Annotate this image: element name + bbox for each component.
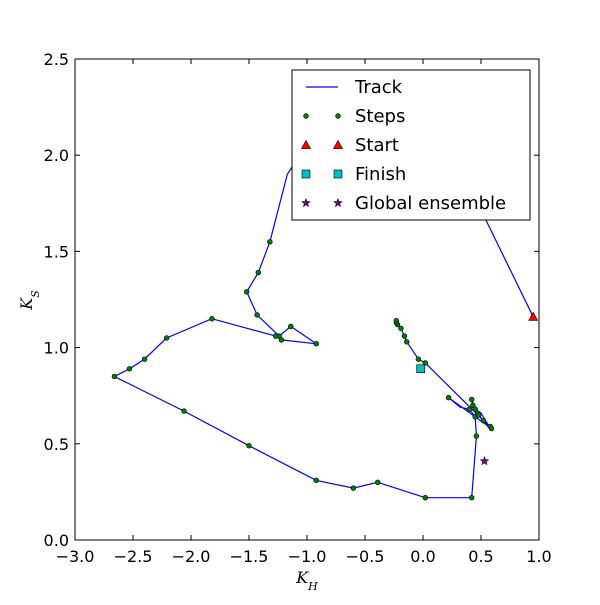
step-point [246, 443, 252, 449]
legend-steps-key [303, 113, 309, 119]
step-point [475, 412, 482, 418]
legend-global-key [333, 197, 343, 208]
y-axis-label: KS [17, 290, 42, 311]
y-tick-label: 1.5 [44, 242, 69, 261]
step-point [111, 373, 118, 380]
step-point [243, 289, 250, 295]
legend-steps-key [335, 113, 341, 119]
x-tick-label: −3.0 [56, 547, 95, 566]
legend-label: Track [354, 77, 403, 98]
step-point [466, 406, 473, 412]
x-tick-label: 0.0 [410, 547, 435, 566]
y-tick-label: 1.0 [44, 339, 69, 358]
axes: −3.0 −2.5 −2.0 −1.5 −1.0 −0.5 0.0 0.5 1.0 0.0 0.5 1… [44, 50, 552, 566]
y-tick-label: 0.0 [44, 531, 69, 550]
x-tick-label: −0.5 [346, 547, 385, 566]
global-ensemble-marker [479, 455, 490, 466]
legend-global-key [301, 197, 311, 208]
step-point [422, 360, 429, 366]
legend-start-key [300, 139, 312, 149]
x-tick-label: −2.0 [172, 547, 211, 566]
legend-finish-key [333, 169, 343, 179]
finish-marker [416, 364, 425, 374]
plot-area [111, 106, 539, 501]
step-point [480, 418, 487, 424]
step-point [398, 325, 404, 332]
step-point [472, 406, 478, 412]
step-point [393, 317, 400, 324]
x-tick-label: −1.0 [288, 547, 327, 566]
step-point [126, 366, 133, 372]
step-point [401, 333, 408, 339]
legend-box [291, 69, 531, 221]
x-tick-label: −1.5 [230, 547, 269, 566]
step-point [469, 396, 475, 403]
legend-start-key [332, 139, 344, 149]
y-tick-label: 0.5 [44, 435, 69, 454]
step-point [445, 394, 452, 401]
x-axis-label: KH [295, 568, 318, 593]
step-point [375, 479, 381, 485]
step-point [470, 402, 476, 409]
x-tick-label: −2.5 [114, 547, 153, 566]
step-point [404, 339, 410, 345]
step-point [181, 408, 187, 414]
step-point [313, 477, 319, 484]
legend-label: Finish [355, 164, 406, 185]
legend-finish-key [301, 169, 311, 179]
step-point [209, 316, 215, 322]
step-point [267, 239, 273, 245]
step-point [255, 269, 261, 276]
step-point [254, 312, 260, 318]
x-tick-label: 1.0 [526, 547, 551, 566]
start-marker [528, 311, 539, 321]
step-point [415, 356, 422, 362]
step-point [350, 485, 357, 491]
legend: Track Steps Start Finish Global ensemble [291, 69, 531, 221]
step-point [422, 494, 429, 501]
step-point [278, 337, 285, 343]
y-tick-label: 2.0 [44, 146, 69, 165]
step-point [313, 341, 319, 347]
step-point [488, 425, 495, 432]
step-point [473, 433, 480, 439]
legend-label: Steps [355, 106, 405, 127]
step-point [163, 335, 170, 341]
y-tick-label: 2.5 [44, 50, 69, 69]
legend-label: Global ensemble [355, 193, 506, 214]
legend-label: Start [355, 135, 399, 156]
step-point [288, 323, 294, 330]
x-tick-label: 0.5 [468, 547, 493, 566]
step-point [141, 356, 148, 362]
step-point [272, 333, 279, 339]
step-point [469, 494, 475, 501]
